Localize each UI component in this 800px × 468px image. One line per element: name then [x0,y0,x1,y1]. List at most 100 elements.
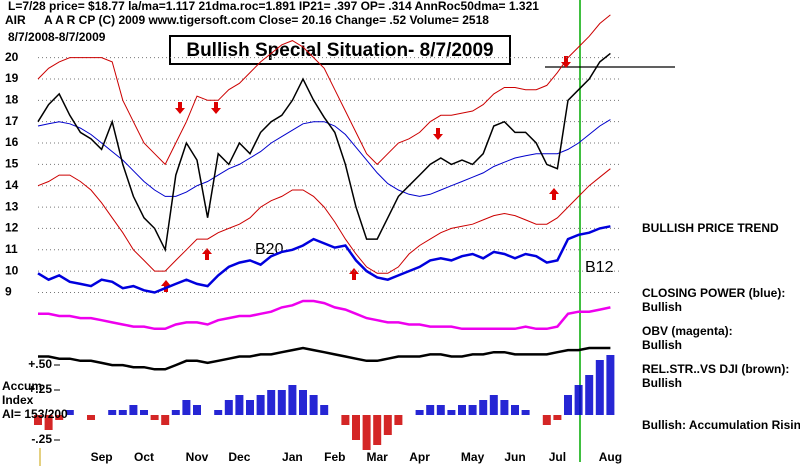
accum-bar [277,390,286,415]
accum-bar [542,415,551,425]
accum-bar [214,410,223,415]
accum-bar [415,410,424,415]
series-line [37,119,611,197]
accum-bar [34,415,42,425]
date-range: 8/7/2008-8/7/2009 [8,30,106,44]
y-tick-label: +.25 [28,382,52,396]
legend-label: OBV (magenta): [642,324,733,338]
accum-label: Index [2,393,34,407]
series-line [38,346,611,371]
x-tick-label: Sep [91,450,113,464]
accum-bar [595,360,604,415]
x-tick-label: Apr [409,450,430,464]
accum-bar [235,395,244,415]
accum-bar [468,405,477,415]
y-tick-label: -.25 [31,432,52,446]
accum-bar [606,355,615,415]
x-tick-label: Oct [134,450,154,464]
accum-bar [55,415,64,420]
accum-bar [256,395,265,415]
accum-bar [299,390,307,415]
x-tick-label: Jan [282,450,303,464]
accum-bar [288,385,297,415]
accum-bar [585,375,594,415]
header-line: L=7/28 price= $18.77 la/ma=1.117 21dma.r… [8,0,539,13]
accum-bar [553,415,562,420]
legend-status: Bullish [642,376,682,390]
y-tick-label: 11 [5,242,18,256]
y-tick-label: 15 [5,157,19,171]
accum-bar [267,390,276,415]
accum-bar [447,410,456,415]
y-tick-label: 18 [5,93,19,107]
y-tick-label: +.50 [28,357,52,371]
symbol: AIR [5,13,26,27]
accum-bar [373,415,382,445]
accum-bar [224,400,233,415]
x-tick-label: May [461,450,485,464]
y-tick-label: 17 [5,114,19,128]
accum-bar [341,415,350,425]
accum-bar [65,410,74,415]
y-tick-label: 12 [5,221,19,235]
accum-bar [352,415,360,440]
legend-label: CLOSING POWER (blue): [642,286,785,300]
y-tick-label: 16 [5,135,19,149]
accum-bar [383,415,392,435]
x-tick-label: Jun [504,450,525,464]
series-line [37,225,611,294]
y-tick-label: 13 [5,199,19,213]
accum-bar [479,400,488,415]
accum-bar [309,395,318,415]
y-tick-label: 10 [5,263,19,277]
accum-label: Accum [2,379,42,393]
series-line [37,14,611,166]
accum-bar [182,400,191,415]
status: Bullish: Accumulation Rising [642,418,800,432]
legend-status: Bullish [642,300,682,314]
accum-bar [362,415,371,450]
accum-bar [44,415,53,430]
accum-bar [87,415,95,420]
accum-bar [426,405,435,415]
accum-bar [436,405,445,415]
accum-bar [564,395,572,415]
accum-bar [140,410,148,415]
arrows [161,56,571,292]
y-tick-label: 19 [5,71,19,85]
accum-bar [500,400,509,415]
accum-bar [394,415,403,425]
accum-bar [161,415,170,425]
y-tick-label: 14 [5,178,19,192]
x-tick-label: Aug [599,450,622,464]
x-tick-label: Mar [367,450,389,464]
chart-title: Bullish Special Situation- 8/7/2009 [186,40,493,61]
accum-bar [108,410,117,415]
annotation: BULLISH PRICE TREND [642,221,779,235]
y-tick-label: 9 [5,285,12,299]
title-box [169,35,511,65]
accum-bar [150,415,159,420]
accum-bar [489,395,498,415]
series-line [37,52,611,253]
legend-status: Bullish [642,338,682,352]
accum-bar [574,385,583,415]
header-line: A A R CP (C) 2009 www.tigersoft.com Clos… [44,13,489,27]
accum-bar [511,405,519,415]
series-line [38,299,611,331]
annotation: B20 [255,241,284,258]
accum-bar [171,410,180,415]
accum-bar [193,405,201,415]
accum-bar [246,400,254,415]
x-tick-label: Nov [186,450,209,464]
x-tick-label: Jul [549,450,566,464]
series-line [37,168,611,274]
accum-bar [118,410,127,415]
x-tick-label: Feb [324,450,345,464]
accum-bar [521,410,530,415]
y-tick-label: 20 [5,50,19,64]
accum-bar [458,405,466,415]
accum-bar [320,405,329,415]
accum-label: AI= 153/200 [2,407,68,421]
